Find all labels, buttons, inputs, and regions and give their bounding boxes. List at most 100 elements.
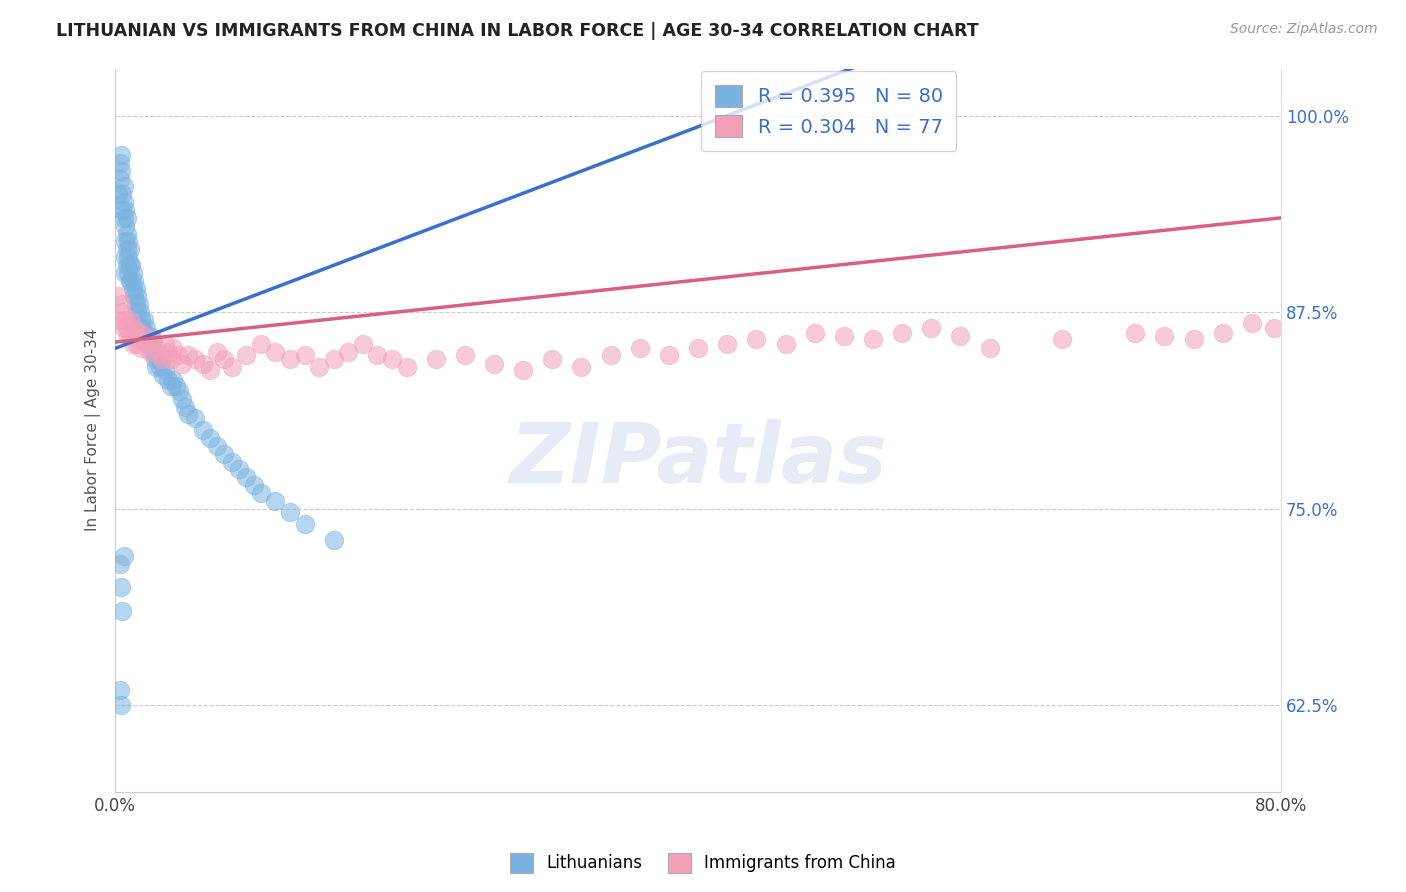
Point — [108, 313, 131, 327]
Point — [118, 274, 141, 288]
Point — [366, 348, 388, 362]
Point — [110, 148, 132, 162]
Point — [1182, 332, 1205, 346]
Point — [949, 328, 972, 343]
Point — [162, 373, 184, 387]
Point — [108, 171, 131, 186]
Point — [114, 202, 136, 217]
Point — [120, 328, 142, 343]
Point — [166, 348, 188, 362]
Point — [142, 332, 165, 346]
Point — [117, 235, 139, 249]
Point — [125, 289, 148, 303]
Point — [150, 352, 173, 367]
Point — [1123, 326, 1146, 340]
Text: Source: ZipAtlas.com: Source: ZipAtlas.com — [1230, 22, 1378, 37]
Point — [136, 328, 159, 343]
Point — [322, 533, 344, 548]
Point — [1153, 328, 1175, 343]
Point — [139, 344, 162, 359]
Point — [148, 352, 170, 367]
Point — [198, 363, 221, 377]
Point — [142, 344, 165, 359]
Point — [172, 357, 194, 371]
Point — [745, 332, 768, 346]
Text: LITHUANIAN VS IMMIGRANTS FROM CHINA IN LABOR FORCE | AGE 30-34 CORRELATION CHART: LITHUANIAN VS IMMIGRANTS FROM CHINA IN L… — [56, 22, 979, 40]
Point — [131, 342, 153, 356]
Point — [152, 368, 174, 382]
Point — [117, 250, 139, 264]
Point — [111, 305, 134, 319]
Point — [177, 408, 200, 422]
Point — [117, 266, 139, 280]
Point — [541, 352, 564, 367]
Point — [395, 360, 418, 375]
Point — [184, 410, 207, 425]
Point — [148, 348, 170, 362]
Point — [278, 352, 301, 367]
Point — [177, 348, 200, 362]
Point — [115, 321, 138, 335]
Point — [110, 580, 132, 594]
Point — [1240, 316, 1263, 330]
Point — [250, 336, 273, 351]
Point — [107, 187, 129, 202]
Point — [169, 384, 191, 398]
Point — [118, 258, 141, 272]
Point — [686, 342, 709, 356]
Point — [134, 313, 156, 327]
Point — [512, 363, 534, 377]
Point — [120, 258, 142, 272]
Point — [125, 305, 148, 319]
Point — [775, 336, 797, 351]
Point — [110, 698, 132, 713]
Point — [165, 379, 187, 393]
Point — [107, 289, 129, 303]
Point — [198, 431, 221, 445]
Point — [221, 360, 243, 375]
Point — [264, 344, 287, 359]
Point — [114, 235, 136, 249]
Point — [214, 447, 236, 461]
Point — [174, 400, 197, 414]
Point — [143, 352, 166, 367]
Point — [141, 336, 163, 351]
Point — [139, 328, 162, 343]
Point — [118, 243, 141, 257]
Point — [129, 332, 152, 346]
Point — [111, 187, 134, 202]
Point — [128, 326, 150, 340]
Point — [1263, 321, 1285, 335]
Point — [153, 363, 176, 377]
Point — [135, 321, 157, 335]
Point — [352, 336, 374, 351]
Point — [121, 266, 143, 280]
Point — [121, 282, 143, 296]
Point — [454, 348, 477, 362]
Point — [235, 348, 257, 362]
Point — [149, 360, 172, 375]
Point — [145, 360, 167, 375]
Point — [136, 336, 159, 351]
Point — [205, 439, 228, 453]
Point — [571, 360, 593, 375]
Point — [599, 348, 621, 362]
Point — [482, 357, 505, 371]
Point — [128, 297, 150, 311]
Point — [308, 360, 330, 375]
Point — [628, 342, 651, 356]
Point — [145, 342, 167, 356]
Point — [716, 336, 738, 351]
Point — [124, 328, 146, 343]
Point — [115, 227, 138, 241]
Point — [278, 505, 301, 519]
Point — [114, 313, 136, 327]
Point — [124, 297, 146, 311]
Point — [122, 274, 145, 288]
Text: ZIPatlas: ZIPatlas — [509, 418, 887, 500]
Point — [920, 321, 942, 335]
Point — [891, 326, 914, 340]
Point — [184, 352, 207, 367]
Point — [159, 379, 181, 393]
Point — [117, 328, 139, 343]
